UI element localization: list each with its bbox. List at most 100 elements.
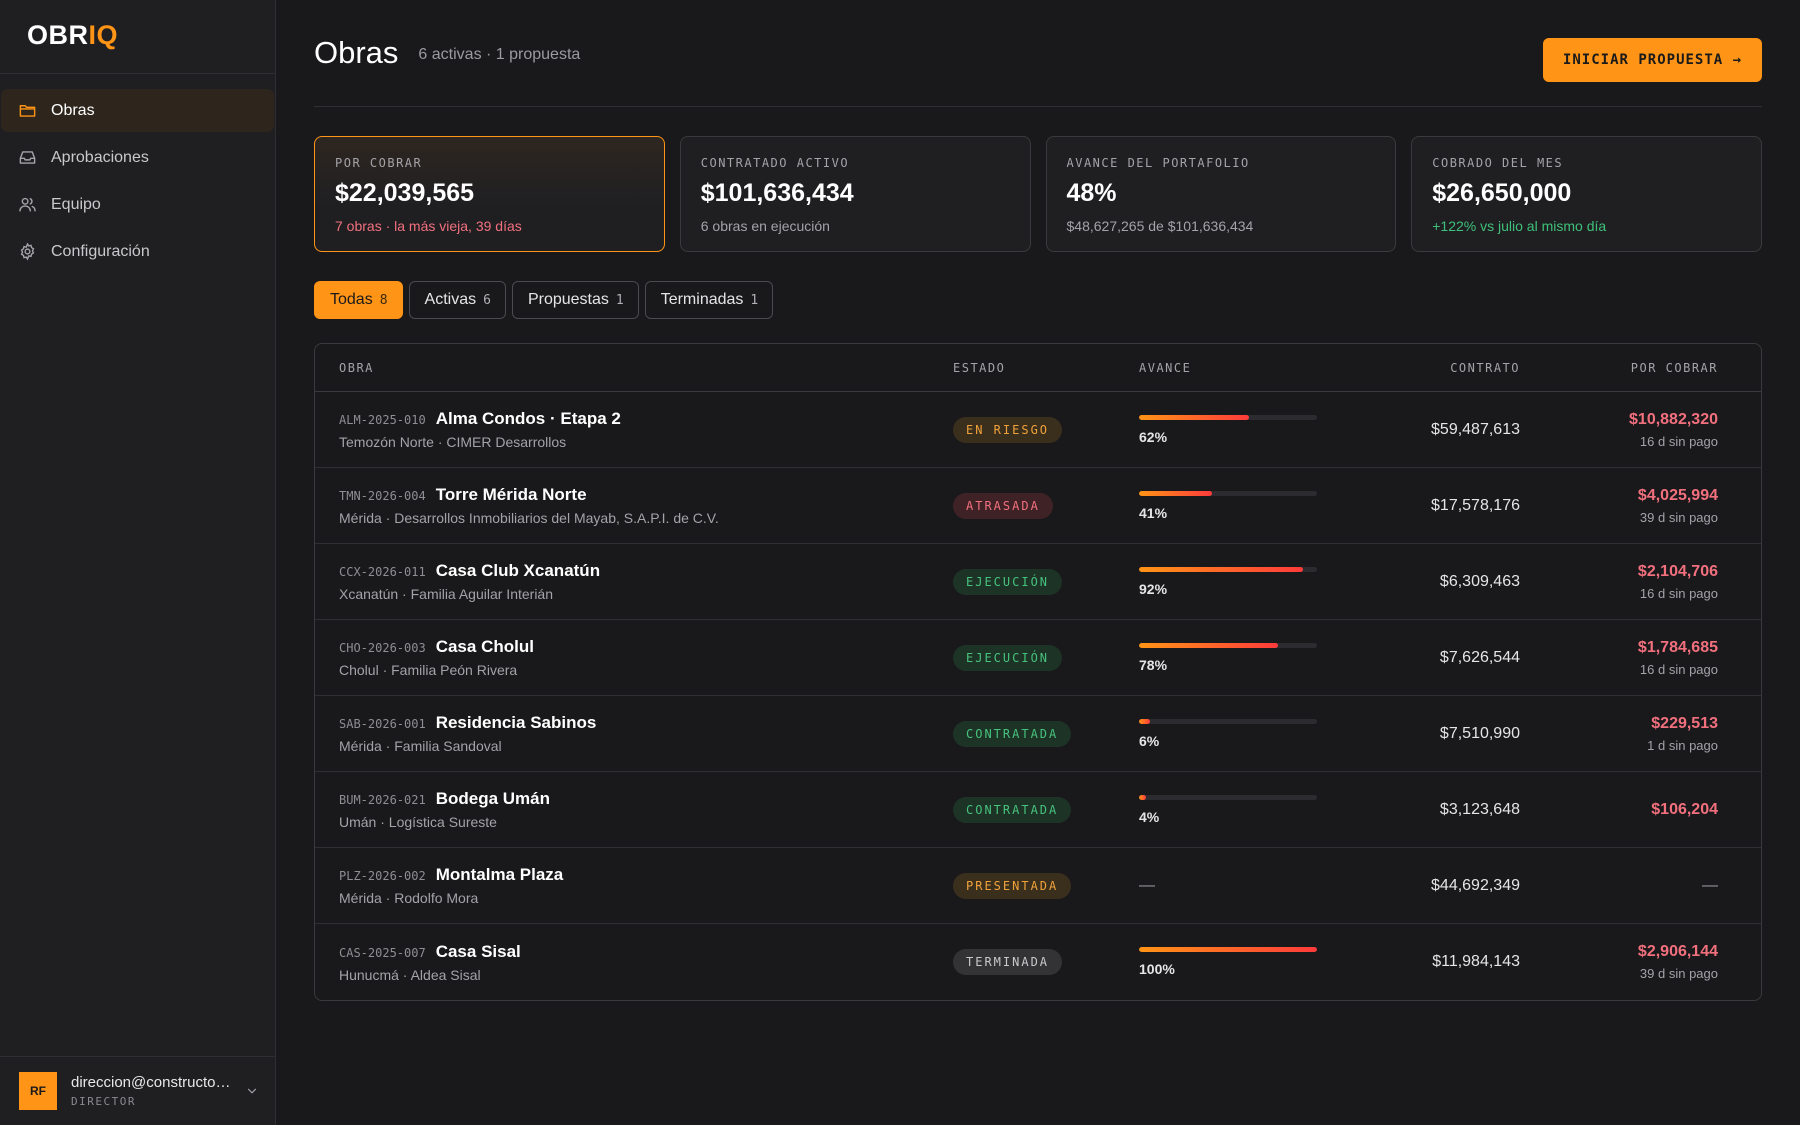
obra-location-client: Temozón Norte · CIMER Desarrollos: [339, 434, 567, 450]
kpi-card-cobrado-mes[interactable]: COBRADO DEL MES $26,650,000 +122% vs jul…: [1411, 136, 1762, 252]
kpi-label: CONTRATADO ACTIVO: [700, 156, 850, 170]
table-row[interactable]: ALM-2025-010 Alma Condos · Etapa 2 Temozó…: [315, 392, 1761, 468]
cobrar-value: $2,104,706: [1637, 562, 1718, 580]
table-row[interactable]: CAS-2025-007 Casa Sisal Hunucmá · Aldea S…: [315, 924, 1761, 1000]
column-header-obra[interactable]: OBRA: [339, 360, 374, 375]
tab-count: 1: [750, 292, 759, 308]
table-row[interactable]: PLZ-2026-002 Montalma Plaza Mérida · Rodo…: [315, 848, 1761, 924]
obra-code: TMN-2026-004: [339, 489, 426, 503]
cobrar-cell: $2,906,144 39 d sin pago: [1520, 943, 1718, 981]
contrato-cell: $17,578,176: [1319, 497, 1520, 515]
filter-tabs: Todas 8 Activas 6 Propuestas 1 Terminadas 1: [314, 281, 1762, 319]
column-header-por-cobrar[interactable]: POR COBRAR: [1630, 360, 1718, 375]
obra-name: Residencia Sabinos: [435, 713, 597, 732]
progress-label: 41%: [1139, 504, 1168, 521]
progress-fill: [1139, 414, 1250, 420]
kpi-label: COBRADO DEL MES: [1432, 156, 1564, 170]
user-menu[interactable]: RF direccion@constructora.mx DIRECTOR: [0, 1056, 275, 1125]
kpi-note: 7 obras · la más vieja, 39 días: [335, 218, 522, 234]
obra-name: Casa Club Xcanatún: [435, 561, 601, 580]
obra-location-client: Cholul · Familia Peón Rivera: [339, 662, 518, 678]
tab-label: Propuestas: [527, 291, 609, 308]
progress-bar: [1139, 718, 1317, 724]
avance-cell: 41%: [1139, 490, 1319, 521]
cobrar-cell: $4,025,994 39 d sin pago: [1520, 487, 1718, 525]
page-subtitle: 6 activas · 1 propuesta: [418, 46, 581, 63]
sidebar-item-obras[interactable]: Obras: [1, 89, 274, 132]
tab-propuestas[interactable]: Propuestas 1: [511, 281, 639, 319]
page-header: Obras 6 activas · 1 propuesta INICIAR PR…: [314, 0, 1762, 107]
kpi-card-por-cobrar[interactable]: POR COBRAR $22,039,565 7 obras · la más …: [314, 136, 665, 252]
table-row[interactable]: TMN-2026-004 Torre Mérida Norte Mérida · …: [315, 468, 1761, 544]
avance-cell: —: [1139, 877, 1319, 895]
obra-cell: SAB-2026-001 Residencia Sabinos Mérida · …: [315, 713, 953, 754]
cobrar-value: —: [1702, 876, 1718, 894]
column-header-avance[interactable]: AVANCE: [1139, 360, 1192, 375]
cobrar-note: 16 d sin pago: [1639, 433, 1718, 449]
column-header-estado[interactable]: ESTADO: [953, 360, 1006, 375]
sidebar-item-label: Equipo: [51, 195, 101, 213]
sidebar-item-configuracion[interactable]: Configuración: [1, 230, 274, 273]
table-row[interactable]: CHO-2026-003 Casa Cholul Cholul · Familia…: [315, 620, 1761, 696]
obra-cell: CHO-2026-003 Casa Cholul Cholul · Familia…: [315, 637, 953, 678]
column-header-contrato[interactable]: CONTRATO: [1450, 360, 1520, 375]
tab-todas[interactable]: Todas 8: [314, 281, 403, 319]
kpi-note: 6 obras en ejecución: [700, 218, 830, 234]
tab-activas[interactable]: Activas 6: [408, 281, 506, 319]
obra-location-client: Umán · Logística Sureste: [339, 814, 497, 830]
kpi-card-avance-portafolio[interactable]: AVANCE DEL PORTAFOLIO 48% $48,627,265 de…: [1045, 136, 1397, 252]
status-badge: TERMINADA: [953, 949, 1063, 975]
obra-code: BUM-2026-021: [339, 793, 426, 807]
table-row[interactable]: SAB-2026-001 Residencia Sabinos Mérida · …: [315, 696, 1761, 772]
obra-location-client: Mérida · Rodolfo Mora: [339, 890, 479, 906]
progress-label: 100%: [1139, 961, 1175, 977]
chevron-down-icon[interactable]: [245, 1084, 259, 1098]
sidebar-nav: Obras Aprobaciones Equipo Configuración: [0, 74, 275, 273]
kpi-card-contratado-activo[interactable]: CONTRATADO ACTIVO $101,636,434 6 obras e…: [679, 136, 1031, 252]
estado-cell: CONTRATADA: [953, 720, 1139, 747]
kpi-value: 48%: [1066, 179, 1117, 207]
inbox-icon: [17, 148, 37, 168]
obra-location-client: Xcanatún · Familia Aguilar Interián: [339, 586, 553, 602]
status-badge: EJECUCIÓN: [953, 644, 1063, 671]
table-row[interactable]: CCX-2026-011 Casa Club Xcanatún Xcanatún …: [315, 544, 1761, 620]
contrato-value: $3,123,648: [1439, 800, 1520, 818]
cobrar-value: $106,204: [1651, 800, 1718, 818]
status-badge: CONTRATADA: [953, 796, 1072, 823]
logo[interactable]: OBRIQ: [0, 0, 275, 74]
avance-cell: 78%: [1139, 642, 1319, 673]
contrato-value: $11,984,143: [1432, 953, 1520, 970]
obra-cell: ALM-2025-010 Alma Condos · Etapa 2 Temozó…: [315, 409, 953, 450]
status-badge: CONTRATADA: [953, 720, 1072, 747]
status-badge: PRESENTADA: [953, 872, 1072, 899]
obra-name: Torre Mérida Norte: [435, 485, 587, 504]
table-row[interactable]: BUM-2026-021 Bodega Umán Umán · Logística…: [315, 772, 1761, 848]
status-badge: EJECUCIÓN: [953, 568, 1063, 595]
start-proposal-button[interactable]: INICIAR PROPUESTA →: [1543, 38, 1762, 82]
status-badge: EN RIESGO: [953, 416, 1063, 443]
user-info: direccion@constructora.mx DIRECTOR: [71, 1074, 231, 1108]
contrato-cell: $6,309,463: [1319, 573, 1520, 591]
obra-location-client: Mérida · Familia Sandoval: [339, 738, 502, 754]
obra-cell: CAS-2025-007 Casa Sisal Hunucmá · Aldea S…: [315, 942, 953, 983]
estado-cell: EJECUCIÓN: [953, 644, 1139, 671]
logo-part-2: IQ: [88, 20, 119, 50]
kpi-label: POR COBRAR: [335, 156, 423, 170]
sidebar-item-aprobaciones[interactable]: Aprobaciones: [1, 136, 274, 179]
contrato-value: $44,692,349: [1431, 876, 1520, 894]
estado-cell: EN RIESGO: [953, 416, 1139, 443]
contrato-cell: $3,123,648: [1319, 801, 1520, 819]
kpi-note: $48,627,265 de $101,636,434: [1066, 218, 1254, 234]
contrato-value: $17,578,176: [1431, 496, 1520, 514]
sidebar-item-equipo[interactable]: Equipo: [1, 183, 274, 226]
cobrar-value: $1,784,685: [1637, 638, 1718, 656]
cobrar-value: $4,025,994: [1637, 486, 1718, 504]
sidebar-item-label: Obras: [51, 101, 95, 119]
cobrar-cell: $1,784,685 16 d sin pago: [1520, 639, 1718, 677]
estado-cell: CONTRATADA: [953, 796, 1139, 823]
kpi-value: $101,636,434: [700, 179, 854, 207]
progress-label: 4%: [1139, 808, 1160, 825]
obra-code: CAS-2025-007: [339, 945, 426, 960]
tab-terminadas[interactable]: Terminadas 1: [644, 281, 774, 319]
progress-bar: [1139, 566, 1317, 572]
